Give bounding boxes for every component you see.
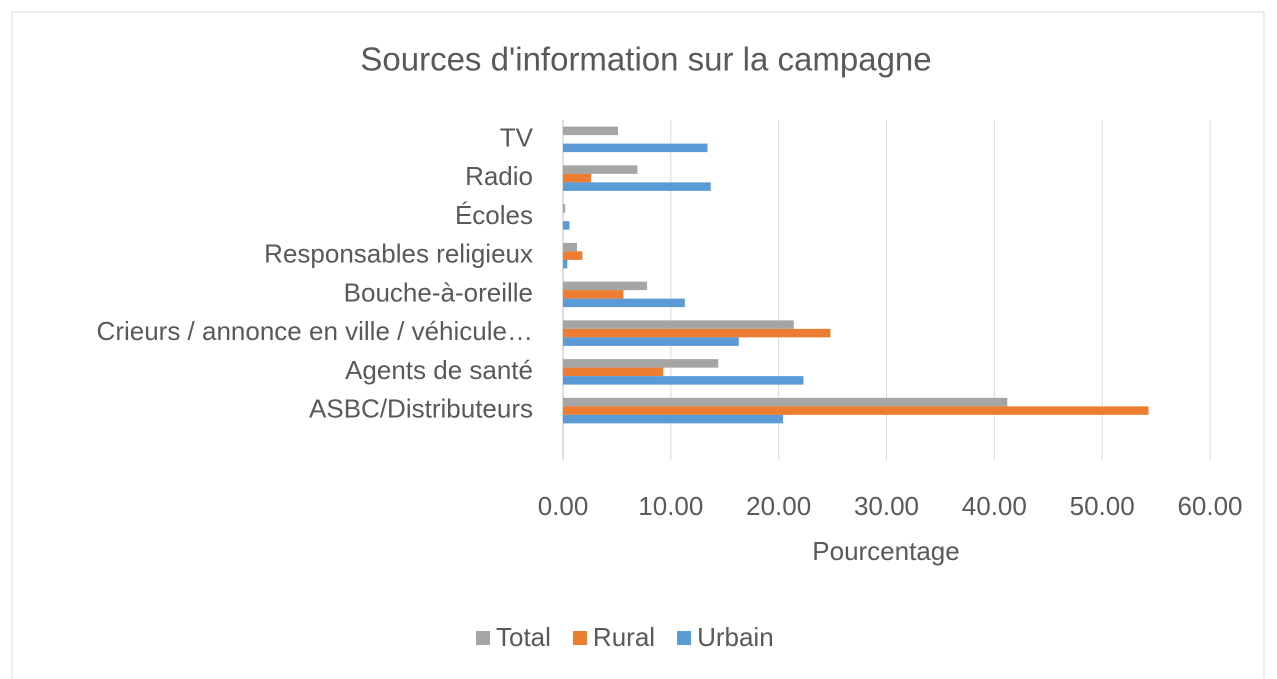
bar [563, 414, 783, 424]
x-tick-label: 60.00 [1177, 491, 1242, 521]
legend-label: Rural [593, 622, 655, 652]
bar [563, 143, 708, 153]
legend-swatch [572, 631, 587, 645]
bar [563, 320, 794, 329]
y-tick-label: Bouche-à-oreille [344, 277, 533, 307]
y-tick-label: Agents de santé [345, 355, 533, 385]
bar [563, 406, 1149, 415]
bar [563, 204, 566, 213]
bar [563, 328, 831, 338]
x-tick-label: 20.00 [746, 491, 811, 521]
bar [563, 165, 638, 174]
bar [563, 281, 648, 291]
x-tick-label: 40.00 [962, 491, 1027, 521]
bar [563, 367, 664, 377]
x-axis-title: Pourcentage [812, 536, 959, 566]
legend-swatch [476, 631, 490, 645]
bar [563, 290, 624, 299]
bar [563, 251, 583, 260]
y-tick-label: ASBC/Distributeurs [309, 394, 533, 424]
y-tick-label: Crieurs / annonce en ville / véhicule… [97, 316, 533, 346]
y-tick-label: Radio [465, 161, 533, 191]
bar [563, 397, 1008, 407]
bar [563, 359, 719, 368]
legend-label: Urbain [697, 622, 774, 652]
x-tick-label: 10.00 [638, 491, 703, 521]
y-tick-label: TV [500, 122, 534, 152]
bar [563, 376, 804, 385]
y-tick-label: Responsables religieux [264, 239, 533, 269]
legend-swatch [677, 631, 692, 645]
bar [563, 298, 685, 308]
x-tick-label: 0.00 [538, 491, 589, 521]
bar [563, 259, 568, 269]
bar [563, 126, 618, 136]
y-tick-label: Écoles [455, 200, 533, 230]
bar [563, 221, 570, 230]
legend-label: Total [496, 622, 551, 652]
bar [563, 242, 578, 252]
x-tick-label: 50.00 [1070, 491, 1135, 521]
bar [563, 173, 592, 183]
chart-border [11, 11, 1265, 679]
chart-title: Sources d'information sur la campagne [360, 41, 931, 78]
bar [563, 182, 711, 191]
bar [563, 337, 739, 346]
x-tick-label: 30.00 [854, 491, 919, 521]
